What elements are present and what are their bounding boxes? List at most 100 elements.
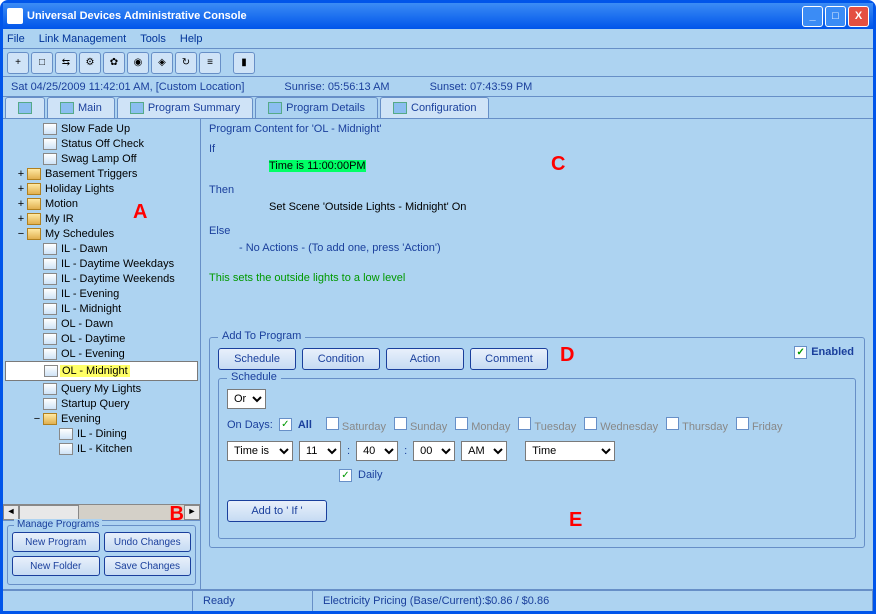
- toolbar-button-4[interactable]: ✿: [103, 52, 125, 74]
- day-checkbox[interactable]: [666, 417, 679, 430]
- tree-node[interactable]: Query My Lights: [5, 381, 198, 396]
- toolbar-button-6[interactable]: ◈: [151, 52, 173, 74]
- schedule-legend: Schedule: [227, 371, 281, 383]
- manage-title: Manage Programs: [14, 519, 102, 530]
- annotation-e: E: [569, 509, 582, 532]
- tree-node[interactable]: IL - Daytime Weekends: [5, 271, 198, 286]
- tree-label: My IR: [43, 213, 76, 225]
- tree-node[interactable]: IL - Dawn: [5, 241, 198, 256]
- tree-node[interactable]: IL - Midnight: [5, 301, 198, 316]
- tree-node[interactable]: IL - Kitchen: [5, 441, 198, 456]
- tree-node[interactable]: −My Schedules: [5, 226, 198, 241]
- toolbar-button-3[interactable]: ⚙: [79, 52, 101, 74]
- day-checkbox[interactable]: [394, 417, 407, 430]
- tab-summary[interactable]: Program Summary: [117, 97, 253, 118]
- toolbar: +□⇆⚙✿◉◈↻≡ ▮: [3, 49, 873, 77]
- day-checkbox[interactable]: [736, 417, 749, 430]
- tree-node[interactable]: Status Off Check: [5, 136, 198, 151]
- hour-select[interactable]: 11: [299, 441, 341, 461]
- tab-config[interactable]: Configuration: [380, 97, 489, 118]
- maximize-button[interactable]: □: [825, 6, 846, 27]
- toolbar-button-5[interactable]: ◉: [127, 52, 149, 74]
- toolbar-button-7[interactable]: ↻: [175, 52, 197, 74]
- scroll-right[interactable]: ►: [184, 505, 200, 520]
- tree-node[interactable]: −Evening: [5, 411, 198, 426]
- status-line: Sat 04/25/2009 11:42:01 AM, [Custom Loca…: [3, 77, 873, 97]
- menu-link[interactable]: Link Management: [39, 33, 126, 45]
- menu-help[interactable]: Help: [180, 33, 203, 45]
- tree-label: OL - Dawn: [59, 318, 115, 330]
- time-type-select[interactable]: Time: [525, 441, 615, 461]
- toolbar-button-8[interactable]: ≡: [199, 52, 221, 74]
- minimize-button[interactable]: _: [802, 6, 823, 27]
- add-to-if-button[interactable]: Add to ' If ': [227, 500, 327, 522]
- tree-node[interactable]: +Holiday Lights: [5, 181, 198, 196]
- status-pricing: Electricity Pricing (Base/Current):$0.86…: [313, 591, 873, 611]
- tab-details[interactable]: Program Details: [255, 97, 378, 118]
- scroll-left[interactable]: ◄: [3, 505, 19, 520]
- action-button[interactable]: Action: [386, 348, 464, 370]
- tree-node[interactable]: +My IR: [5, 211, 198, 226]
- day-checkbox[interactable]: [455, 417, 468, 430]
- enabled-toggle[interactable]: ✓ Enabled: [794, 346, 854, 359]
- minute-select[interactable]: 40: [356, 441, 398, 461]
- enabled-checkbox[interactable]: ✓: [794, 346, 807, 359]
- day-checkbox[interactable]: [518, 417, 531, 430]
- toolbar-button-0[interactable]: +: [7, 52, 29, 74]
- tree-label: OL - Daytime: [59, 333, 127, 345]
- daily-checkbox[interactable]: ✓: [339, 469, 352, 482]
- scroll-thumb[interactable]: [19, 505, 79, 520]
- app-icon: [7, 8, 23, 24]
- tabstrip: Main Program Summary Program Details Con…: [3, 97, 873, 119]
- tree-label: Query My Lights: [59, 383, 143, 395]
- menu-tools[interactable]: Tools: [140, 33, 166, 45]
- status-sunset: Sunset: 07:43:59 PM: [430, 81, 533, 93]
- close-button[interactable]: X: [848, 6, 869, 27]
- schedule-button[interactable]: Schedule: [218, 348, 296, 370]
- day-label: Thursday: [682, 421, 728, 433]
- save-button[interactable]: Save Changes: [104, 556, 192, 576]
- second-select[interactable]: 00: [413, 441, 455, 461]
- body: Slow Fade UpStatus Off CheckSwag Lamp Of…: [3, 119, 873, 589]
- time-mode-select[interactable]: Time is: [227, 441, 293, 461]
- new-program-button[interactable]: New Program: [12, 532, 100, 552]
- toolbar-button-2[interactable]: ⇆: [55, 52, 77, 74]
- tree-node[interactable]: OL - Midnight: [5, 361, 198, 381]
- file-icon: [43, 123, 57, 135]
- file-icon: [43, 243, 57, 255]
- tree-node[interactable]: Startup Query: [5, 396, 198, 411]
- annotation-d: D: [560, 344, 574, 367]
- tree-node[interactable]: +Basement Triggers: [5, 166, 198, 181]
- all-label: All: [298, 419, 312, 431]
- tree-node[interactable]: OL - Dawn: [5, 316, 198, 331]
- toolbar-button-1[interactable]: □: [31, 52, 53, 74]
- undo-button[interactable]: Undo Changes: [104, 532, 192, 552]
- sidebar: Slow Fade UpStatus Off CheckSwag Lamp Of…: [3, 119, 201, 589]
- tree-node[interactable]: +Motion: [5, 196, 198, 211]
- main-panel: Program Content for 'OL - Midnight' If T…: [201, 119, 873, 589]
- tree-node[interactable]: IL - Dining: [5, 426, 198, 441]
- tree-label: Startup Query: [59, 398, 131, 410]
- tree-node[interactable]: IL - Evening: [5, 286, 198, 301]
- tree-node[interactable]: OL - Evening: [5, 346, 198, 361]
- program-tree[interactable]: Slow Fade UpStatus Off CheckSwag Lamp Of…: [3, 119, 200, 504]
- condition-button[interactable]: Condition: [302, 348, 380, 370]
- ampm-select[interactable]: AM: [461, 441, 507, 461]
- toolbar-button-10[interactable]: ▮: [233, 52, 255, 74]
- tree-node[interactable]: IL - Daytime Weekdays: [5, 256, 198, 271]
- day-checkbox[interactable]: [326, 417, 339, 430]
- new-folder-button[interactable]: New Folder: [12, 556, 100, 576]
- tab-home[interactable]: [5, 97, 45, 118]
- titlebar[interactable]: Universal Devices Administrative Console…: [3, 3, 873, 29]
- tree-node[interactable]: OL - Daytime: [5, 331, 198, 346]
- tab-main[interactable]: Main: [47, 97, 115, 118]
- day-checkbox[interactable]: [584, 417, 597, 430]
- all-checkbox[interactable]: ✓: [279, 418, 292, 431]
- comment-button[interactable]: Comment: [470, 348, 548, 370]
- tree-node[interactable]: Slow Fade Up: [5, 121, 198, 136]
- tree-label: IL - Dining: [75, 428, 129, 440]
- op-select[interactable]: Or: [227, 389, 266, 409]
- menu-file[interactable]: File: [7, 33, 25, 45]
- tree-node[interactable]: Swag Lamp Off: [5, 151, 198, 166]
- annotation-b: B: [170, 503, 184, 526]
